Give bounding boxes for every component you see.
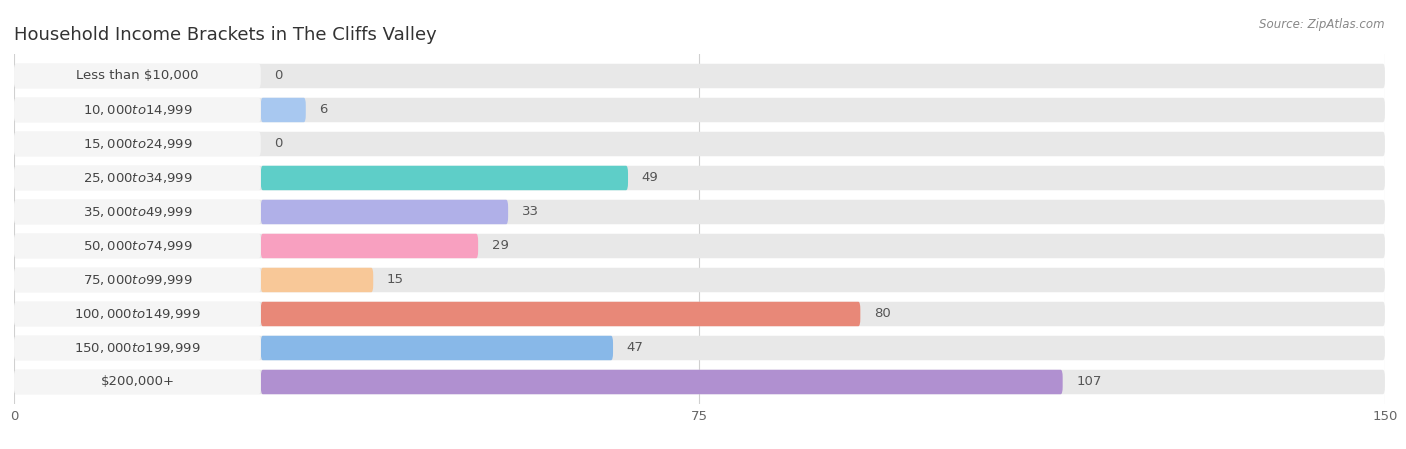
Text: $75,000 to $99,999: $75,000 to $99,999 xyxy=(83,273,193,287)
Text: Source: ZipAtlas.com: Source: ZipAtlas.com xyxy=(1260,18,1385,31)
Text: 33: 33 xyxy=(522,206,538,219)
Text: 0: 0 xyxy=(274,137,283,150)
FancyBboxPatch shape xyxy=(14,200,1385,224)
Text: 107: 107 xyxy=(1077,375,1102,388)
FancyBboxPatch shape xyxy=(14,268,262,292)
FancyBboxPatch shape xyxy=(14,132,1385,156)
FancyBboxPatch shape xyxy=(262,302,860,326)
Text: $35,000 to $49,999: $35,000 to $49,999 xyxy=(83,205,193,219)
Text: $25,000 to $34,999: $25,000 to $34,999 xyxy=(83,171,193,185)
Text: $10,000 to $14,999: $10,000 to $14,999 xyxy=(83,103,193,117)
Text: 47: 47 xyxy=(627,342,644,355)
Text: 49: 49 xyxy=(641,172,658,185)
Text: 6: 6 xyxy=(319,103,328,116)
FancyBboxPatch shape xyxy=(262,336,613,360)
FancyBboxPatch shape xyxy=(14,302,1385,326)
FancyBboxPatch shape xyxy=(14,370,1385,394)
Text: $200,000+: $200,000+ xyxy=(100,375,174,388)
FancyBboxPatch shape xyxy=(262,200,508,224)
FancyBboxPatch shape xyxy=(14,336,1385,360)
FancyBboxPatch shape xyxy=(14,336,262,360)
FancyBboxPatch shape xyxy=(14,64,1385,88)
Text: 80: 80 xyxy=(875,308,891,321)
Text: 29: 29 xyxy=(492,239,509,252)
FancyBboxPatch shape xyxy=(14,234,1385,258)
FancyBboxPatch shape xyxy=(262,166,628,190)
FancyBboxPatch shape xyxy=(262,234,478,258)
Text: 15: 15 xyxy=(387,273,404,286)
FancyBboxPatch shape xyxy=(14,98,262,122)
FancyBboxPatch shape xyxy=(14,132,262,156)
Text: $50,000 to $74,999: $50,000 to $74,999 xyxy=(83,239,193,253)
FancyBboxPatch shape xyxy=(14,166,262,190)
FancyBboxPatch shape xyxy=(14,166,1385,190)
FancyBboxPatch shape xyxy=(14,234,262,258)
FancyBboxPatch shape xyxy=(262,268,373,292)
FancyBboxPatch shape xyxy=(262,98,305,122)
FancyBboxPatch shape xyxy=(14,370,262,394)
FancyBboxPatch shape xyxy=(14,302,262,326)
Text: Household Income Brackets in The Cliffs Valley: Household Income Brackets in The Cliffs … xyxy=(14,26,437,44)
FancyBboxPatch shape xyxy=(14,200,262,224)
Text: $150,000 to $199,999: $150,000 to $199,999 xyxy=(75,341,201,355)
FancyBboxPatch shape xyxy=(14,98,1385,122)
Text: $15,000 to $24,999: $15,000 to $24,999 xyxy=(83,137,193,151)
Text: $100,000 to $149,999: $100,000 to $149,999 xyxy=(75,307,201,321)
FancyBboxPatch shape xyxy=(14,64,262,88)
FancyBboxPatch shape xyxy=(14,268,1385,292)
Text: Less than $10,000: Less than $10,000 xyxy=(76,70,198,83)
FancyBboxPatch shape xyxy=(262,370,1063,394)
Text: 0: 0 xyxy=(274,70,283,83)
